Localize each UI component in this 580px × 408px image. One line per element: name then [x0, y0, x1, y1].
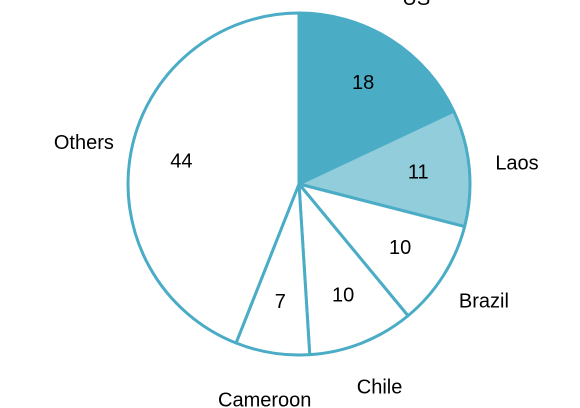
- pie-category-labels: US Laos Brazil Chile Cameroon Others: [54, 0, 539, 408]
- value-label-cameroon: 7: [275, 291, 286, 313]
- pie-slice-laos: [297, 109, 472, 229]
- category-label-cameroon: Cameroon: [218, 389, 311, 408]
- pie-slices: [126, 11, 472, 357]
- value-label-others: 44: [170, 151, 192, 173]
- pie-slice-others: [126, 11, 301, 345]
- pie-slice-brazil: [297, 182, 467, 318]
- value-label-laos: 11: [408, 162, 429, 184]
- category-label-chile: Chile: [357, 377, 403, 399]
- category-label-us: US: [402, 0, 430, 10]
- value-label-us: 18: [352, 72, 374, 94]
- value-label-brazil: 10: [389, 237, 411, 259]
- pie-slice-chile: [297, 182, 410, 357]
- category-label-laos: Laos: [495, 152, 538, 174]
- pie-slice-us: [297, 11, 456, 186]
- pie-value-labels: 18 11 10 10 7 44: [170, 72, 428, 313]
- value-label-chile: 10: [332, 284, 354, 306]
- category-label-brazil: Brazil: [459, 290, 509, 312]
- category-label-others: Others: [54, 132, 114, 154]
